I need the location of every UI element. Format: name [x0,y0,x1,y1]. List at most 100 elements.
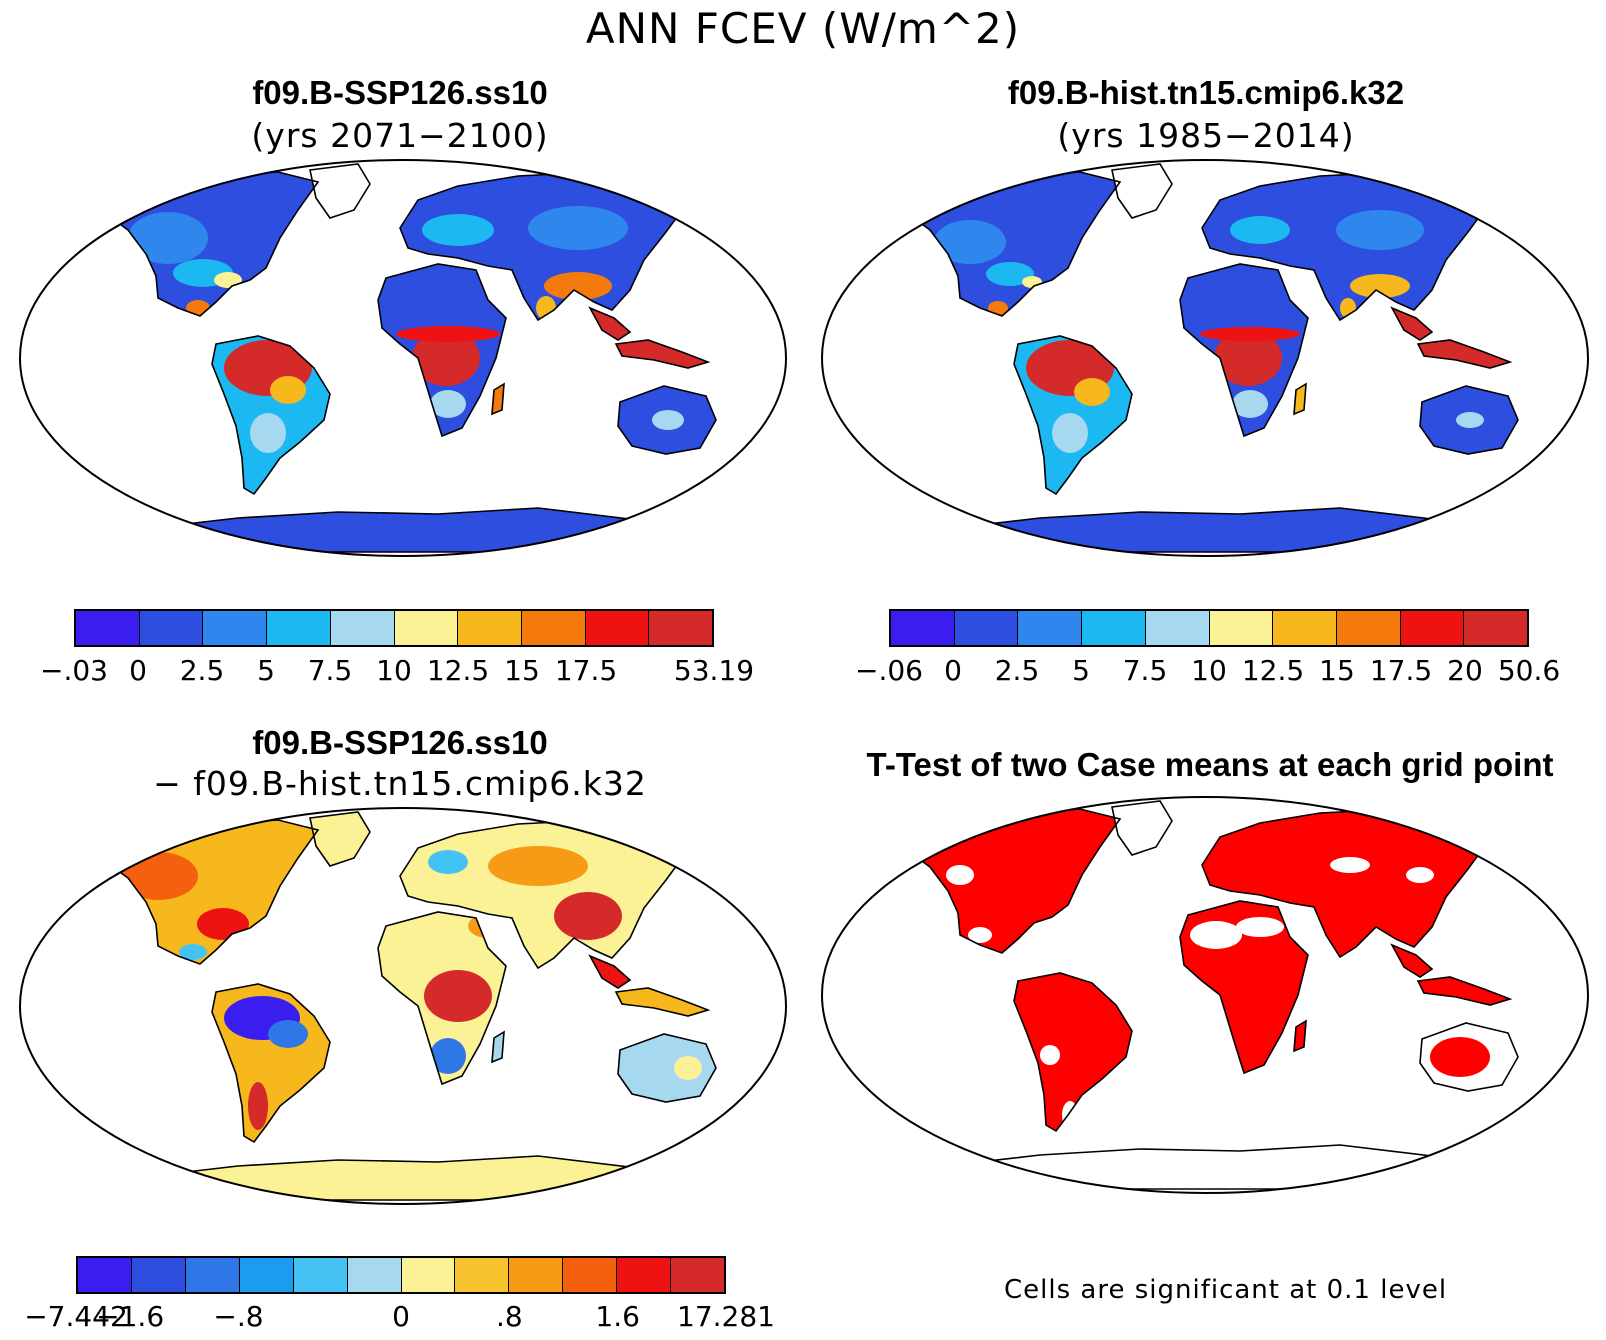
eurasia-landmass [400,172,688,320]
value-region [422,214,494,246]
panel-3-title: f09.B-SSP126.ss10 [252,724,548,761]
coastline [588,306,632,341]
value-region [674,1056,702,1080]
colorbar-label: 17.5 [554,654,618,687]
colorbar-swatch [458,611,522,645]
colorbar-label: 10 [376,654,412,687]
coastline [1179,263,1309,438]
eurasia-landmass [1202,172,1490,320]
coastline [928,1144,1513,1190]
panel-2-map [821,159,1589,557]
colorbar-swatch [347,1258,402,1292]
panel-3-colorbar-labels: −7.442 −1.6 −.8 0.8 1.6 17.281 [24,1300,775,1340]
coastline [617,1033,717,1103]
coastline [1293,382,1307,416]
value-region [428,850,468,874]
map-frame [19,159,787,557]
coastline [617,385,717,455]
colorbar-label: 15 [1319,654,1355,687]
colorbar-swatch [239,1258,294,1292]
panel-2-subtitle: (yrs 1985−2014) [1057,116,1355,155]
colorbar-swatch [185,1258,240,1292]
value-region [268,1020,308,1048]
colorbar-label: −.03 [40,654,108,687]
coastline [1111,163,1173,219]
colorbar-label: 2.5 [994,654,1040,687]
greenland-landmass [310,812,370,866]
value-region [934,220,1006,264]
map-frame [821,159,1589,557]
colorbar-swatch [649,611,713,645]
value-region [1214,330,1282,386]
panel-1-title: f09.B-SSP126.ss10 [252,74,548,111]
colorbar-label: 5 [1072,654,1090,687]
value-region [488,846,588,886]
value-region [1430,1037,1490,1077]
colorbar-label: 5 [257,654,275,687]
colorbar-label: 20 [1447,654,1483,687]
coastline [1293,1019,1307,1053]
value-region [179,944,207,960]
panel-2-colorbar [889,609,1529,647]
colorbar-label: 12.5 [426,654,490,687]
panel-3-colorbar [76,1256,726,1294]
map-frame [19,807,787,1205]
value-region [986,262,1034,286]
colorbar-label: 1.6 [595,1300,640,1333]
coastline [1111,800,1173,856]
colorbar-swatch [521,611,586,645]
colorbar-label: 2.5 [179,654,225,687]
colorbar-swatch [563,1258,618,1292]
colorbar-swatch [1400,611,1465,645]
colorbar-swatch [455,1258,510,1292]
greenland-landmass [1112,801,1172,855]
value-region [128,212,208,264]
panel-1-colorbar-labels: −.03 0 2.5 5 7.5 10 12.5 15 17.5 53.19 [40,654,754,694]
colorbar-label: 0 [944,654,962,687]
panel-2-colorbar-labels: −.06 0 2.5 5 7.5 10 12.5 15 17.5 20 50.6 [855,654,1560,694]
value-region [1330,857,1370,873]
eurasia-landmass [400,820,688,968]
coastline [211,983,331,1144]
indonesia-landmass [616,340,708,368]
value-region [1074,378,1110,406]
colorbar-swatch [1273,611,1337,645]
panel-1-colorbar [74,609,714,647]
map-frame [821,796,1589,1194]
value-region [554,892,622,940]
indonesia-landmass [616,988,708,1016]
value-region [946,865,974,885]
colorbar-swatch [1209,611,1274,645]
madagascar-landmass [1294,384,1306,414]
colorbar-swatch [131,1258,186,1292]
figure-title: ANN FCEV (W/m^2) [585,4,1021,53]
coastline [1013,972,1133,1133]
value-region [412,330,480,386]
value-region [248,1082,268,1130]
seasia-landmass [1392,945,1432,977]
coastline [1416,976,1513,1006]
value-region [544,272,612,300]
seasia-landmass [590,308,630,340]
value-region [1350,274,1410,298]
colorbar-swatch [139,611,204,645]
indonesia-landmass [1418,977,1510,1005]
colorbar-swatch [954,611,1019,645]
value-region [988,301,1008,315]
coastline [377,911,507,1086]
colorbar-swatch [394,611,459,645]
coastline [1013,335,1133,496]
colorbar-label: 7.5 [307,654,353,687]
panel-4-title: T-Test of two Case means at each grid po… [866,746,1554,783]
seasia-landmass [590,956,630,988]
colorbar-swatch [509,1258,564,1292]
value-region [1200,327,1300,341]
coastline [126,1155,711,1201]
coastline [491,1030,505,1064]
value-region [1456,412,1484,428]
panel-3-subtitle: − f09.B-hist.tn15.cmip6.k32 [153,764,647,803]
coastline [614,339,711,369]
panel-2-title: f09.B-hist.tn15.cmip6.k32 [1007,74,1405,111]
colorbar-swatch [1145,611,1210,645]
colorbar-label: 7.5 [1122,654,1168,687]
